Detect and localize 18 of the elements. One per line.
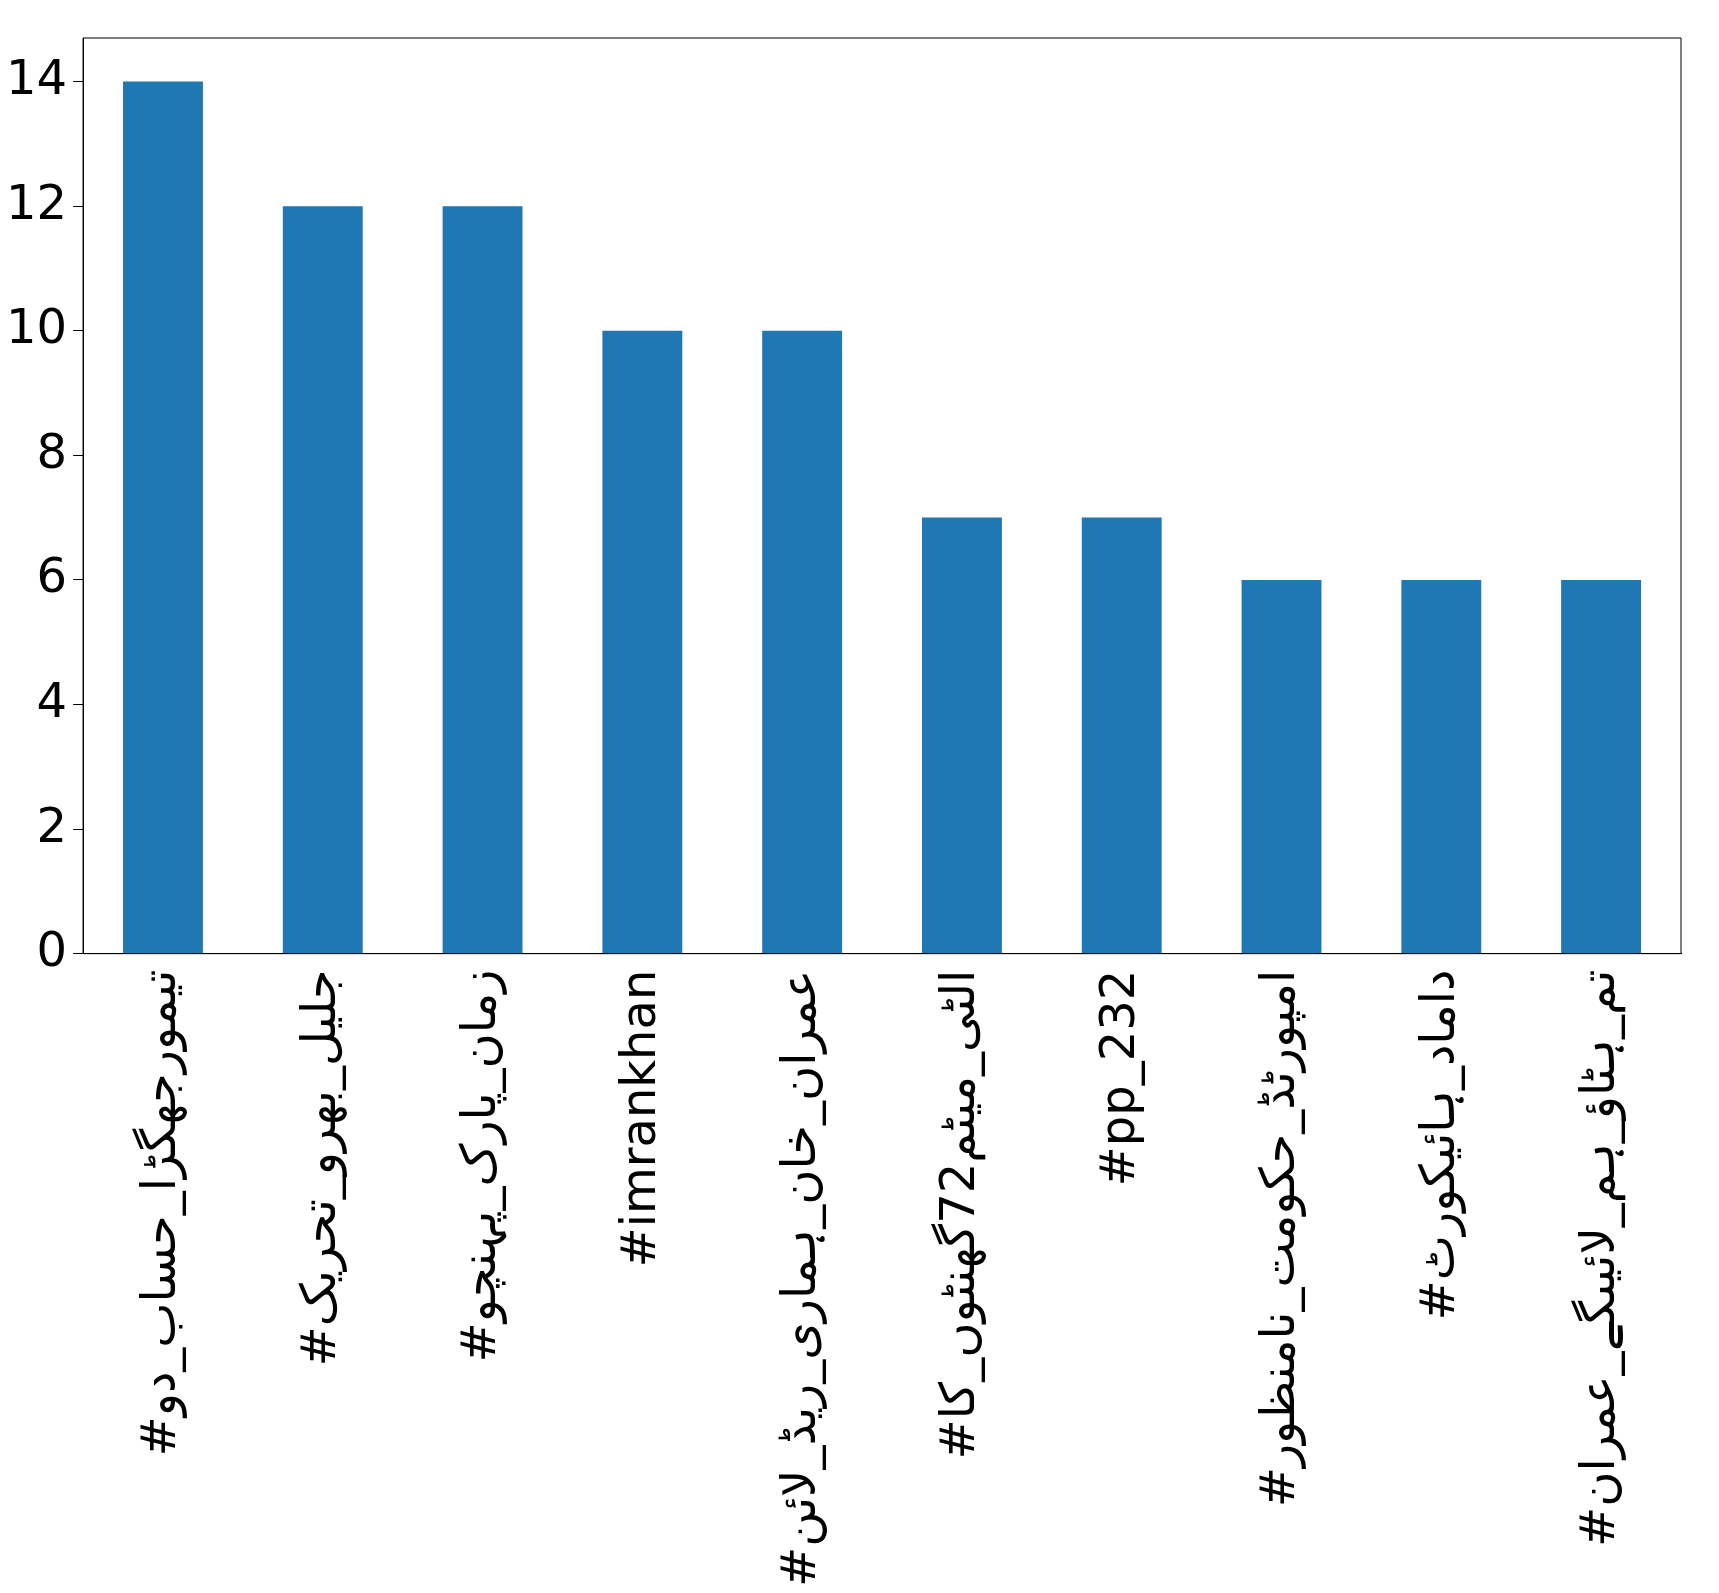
x-tick-label: #جلیل_بھرو_تحریک <box>290 969 348 1367</box>
x-tick-label: #تیمورجھگڑا_حساب_دو <box>130 969 188 1457</box>
x-tick-label: #عمران_خان_ہماری_ریڈ_لائن <box>769 969 827 1587</box>
y-tick-label: 0 <box>36 921 68 978</box>
y-tick-label: 10 <box>6 298 68 355</box>
y-tick-label: 6 <box>36 547 68 604</box>
y-tick-label: 8 <box>36 422 68 479</box>
x-tick-label: #pp_232 <box>1089 969 1146 1187</box>
x-tick-label: #الٹی_میٹم72گھنٹوں_کا <box>929 969 987 1460</box>
y-tick-label: 4 <box>36 671 68 728</box>
y-tick-label: 12 <box>6 173 68 230</box>
x-tick-label: #زمان_پارک_پہنچو <box>450 969 508 1363</box>
y-tick-label: 14 <box>6 49 68 106</box>
y-tick-label: 2 <box>36 796 68 853</box>
x-tick-label: #تم_ہٹاؤ_ہم_لائیںگے_عمران <box>1568 969 1626 1548</box>
x-tick-label: #imrankhan <box>609 969 666 1268</box>
x-tick-label: #امپورٹڈ_حکومت_نامنظور <box>1248 969 1306 1508</box>
x-tick-label: #داماد_ہائیکورٹ <box>1408 969 1466 1321</box>
